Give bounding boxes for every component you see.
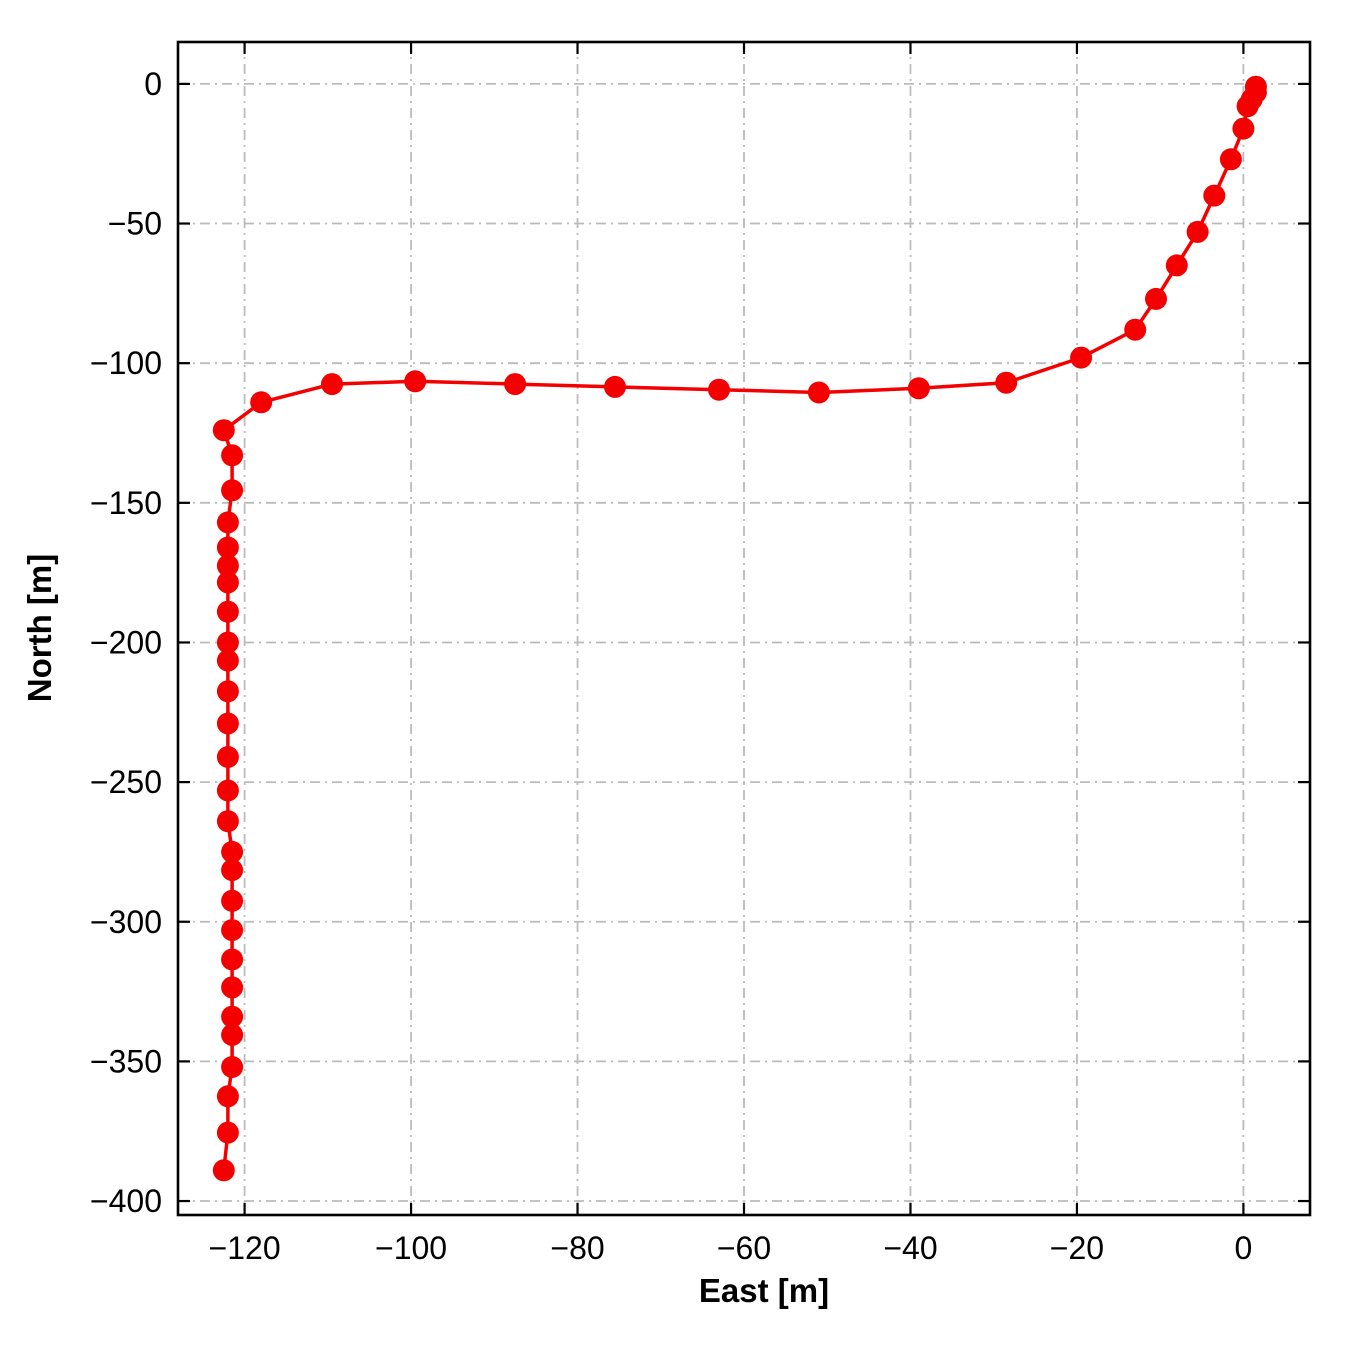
data-point-marker bbox=[504, 373, 527, 396]
y-tick-label: −350 bbox=[90, 1043, 162, 1079]
data-point-marker bbox=[1203, 184, 1226, 207]
data-point-marker bbox=[404, 370, 427, 393]
y-tick-label: −200 bbox=[90, 624, 162, 660]
data-point-marker bbox=[995, 371, 1018, 394]
x-tick-label: −40 bbox=[883, 1230, 937, 1266]
y-tick-label: −100 bbox=[90, 345, 162, 381]
data-point-marker bbox=[1236, 95, 1259, 118]
x-axis-label: East [m] bbox=[698, 1272, 830, 1309]
y-tick-label: −300 bbox=[90, 904, 162, 940]
data-point-marker bbox=[216, 810, 239, 833]
data-point-marker bbox=[216, 536, 239, 559]
y-tick-label: 0 bbox=[144, 66, 162, 102]
y-tick-label: −50 bbox=[108, 206, 162, 242]
y-tick-label: −150 bbox=[90, 485, 162, 521]
data-point-marker bbox=[216, 554, 239, 577]
data-point-marker bbox=[216, 511, 239, 534]
data-point-marker bbox=[212, 1159, 235, 1182]
data-point-marker bbox=[216, 680, 239, 703]
data-point-marker bbox=[1145, 287, 1167, 310]
data-point-marker bbox=[807, 381, 830, 404]
x-tick-label: −80 bbox=[550, 1230, 604, 1266]
x-tick-label: −20 bbox=[1050, 1230, 1104, 1266]
x-tick-label: −100 bbox=[375, 1230, 447, 1266]
y-tick-label: −400 bbox=[90, 1183, 162, 1219]
y-tick-label: −250 bbox=[90, 764, 162, 800]
data-point-marker bbox=[1070, 346, 1093, 369]
data-point-marker bbox=[221, 1023, 244, 1046]
data-point-marker bbox=[907, 377, 930, 400]
x-tick-label: −60 bbox=[717, 1230, 771, 1266]
data-point-marker bbox=[216, 649, 239, 672]
data-point-marker bbox=[221, 919, 244, 942]
data-point-marker bbox=[1232, 117, 1255, 140]
data-point-marker bbox=[216, 746, 239, 768]
data-point-marker bbox=[1186, 220, 1209, 243]
data-point-marker bbox=[221, 976, 244, 999]
data-point-marker bbox=[1124, 318, 1147, 341]
trajectory-line bbox=[222, 84, 1258, 1173]
y-axis-label: North [m] bbox=[21, 553, 58, 703]
data-point-marker bbox=[221, 840, 244, 863]
data-point-marker bbox=[216, 712, 239, 735]
axes-border bbox=[176, 40, 1312, 1217]
data-point-marker bbox=[221, 1005, 244, 1028]
data-point-marker bbox=[1219, 148, 1242, 171]
data-point-marker bbox=[216, 1085, 239, 1108]
data-point-marker bbox=[212, 419, 235, 442]
data-point-marker bbox=[216, 571, 239, 594]
data-point-marker bbox=[604, 375, 626, 398]
data-point-marker bbox=[221, 948, 244, 971]
data-point-marker bbox=[708, 378, 730, 401]
data-point-marker bbox=[216, 779, 239, 802]
data-point-marker bbox=[216, 600, 239, 623]
data-point-marker bbox=[216, 1121, 239, 1144]
data-point-marker bbox=[216, 631, 239, 654]
x-tick-label: 0 bbox=[1235, 1230, 1253, 1266]
data-point-marker bbox=[250, 391, 273, 414]
x-tick-label: −120 bbox=[209, 1230, 281, 1266]
data-point-marker bbox=[221, 1056, 244, 1078]
data-point-marker bbox=[221, 479, 244, 502]
data-point-marker bbox=[221, 444, 244, 467]
data-point-marker bbox=[221, 859, 244, 882]
data-point-marker bbox=[221, 889, 244, 912]
data-point-marker bbox=[321, 373, 343, 396]
data-point-marker bbox=[1165, 254, 1188, 277]
